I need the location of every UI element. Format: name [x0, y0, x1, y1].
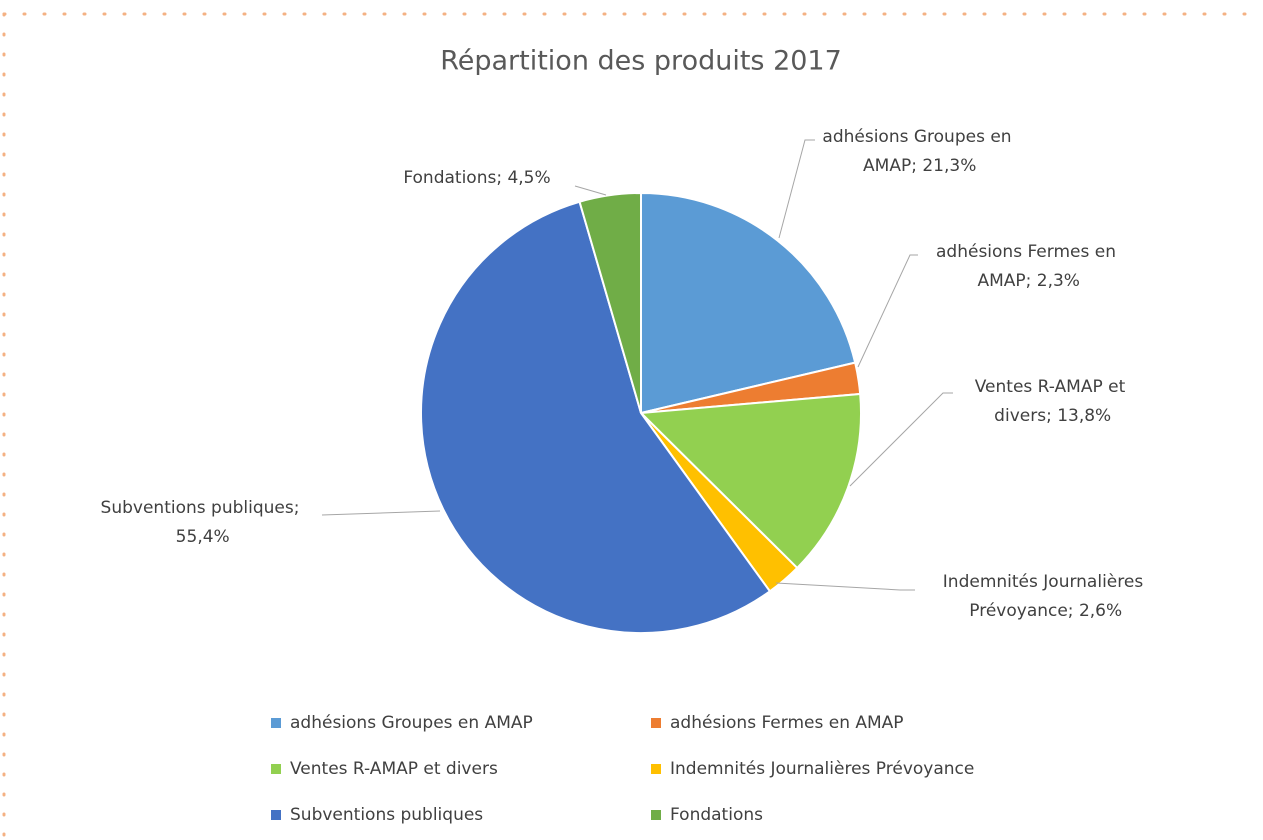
- legend-swatch: [651, 764, 661, 774]
- data-label: Fondations; 4,5%: [403, 168, 550, 188]
- chart-title: Répartition des produits 2017: [440, 46, 842, 77]
- legend-label: Fondations: [670, 805, 763, 825]
- pie-slice: [420, 200, 772, 634]
- data-labels: adhésions Groupes en AMAP; 21,3% adhésion…: [101, 127, 1144, 621]
- pie: [420, 191, 862, 634]
- pie-slice: [578, 191, 642, 414]
- data-label: adhésions Fermes en AMAP; 2,3%: [936, 242, 1116, 291]
- leader-line: [857, 254, 918, 368]
- legend-swatch: [651, 718, 661, 728]
- legend-label: Ventes R-AMAP et divers: [290, 759, 498, 779]
- leader-line: [321, 510, 441, 516]
- legend-label: Indemnités Journalières Prévoyance: [670, 759, 974, 779]
- pie-slice: [638, 392, 862, 570]
- legend-label: Subventions publiques: [290, 805, 483, 825]
- legend-swatch: [651, 810, 661, 820]
- legend-swatch: [271, 810, 281, 820]
- data-label: Ventes R-AMAP et divers; 13,8%: [975, 377, 1126, 426]
- leader-line: [778, 139, 815, 239]
- data-label: Indemnités Journalières Prévoyance; 2,6%: [943, 572, 1144, 621]
- leader-line: [574, 185, 607, 196]
- pie-slice: [640, 191, 857, 415]
- leader-line: [849, 392, 953, 487]
- leader-line: [775, 582, 915, 591]
- legend-label: adhésions Groupes en AMAP: [290, 713, 533, 733]
- legend-swatch: [271, 718, 281, 728]
- legend-label: adhésions Fermes en AMAP: [670, 713, 904, 733]
- data-label: adhésions Groupes en AMAP; 21,3%: [822, 127, 1011, 176]
- legend: adhésions Groupes en AMAP adhésions Ferme…: [271, 713, 974, 825]
- data-label: Subventions publiques; 55,4%: [101, 498, 300, 547]
- legend-swatch: [271, 764, 281, 774]
